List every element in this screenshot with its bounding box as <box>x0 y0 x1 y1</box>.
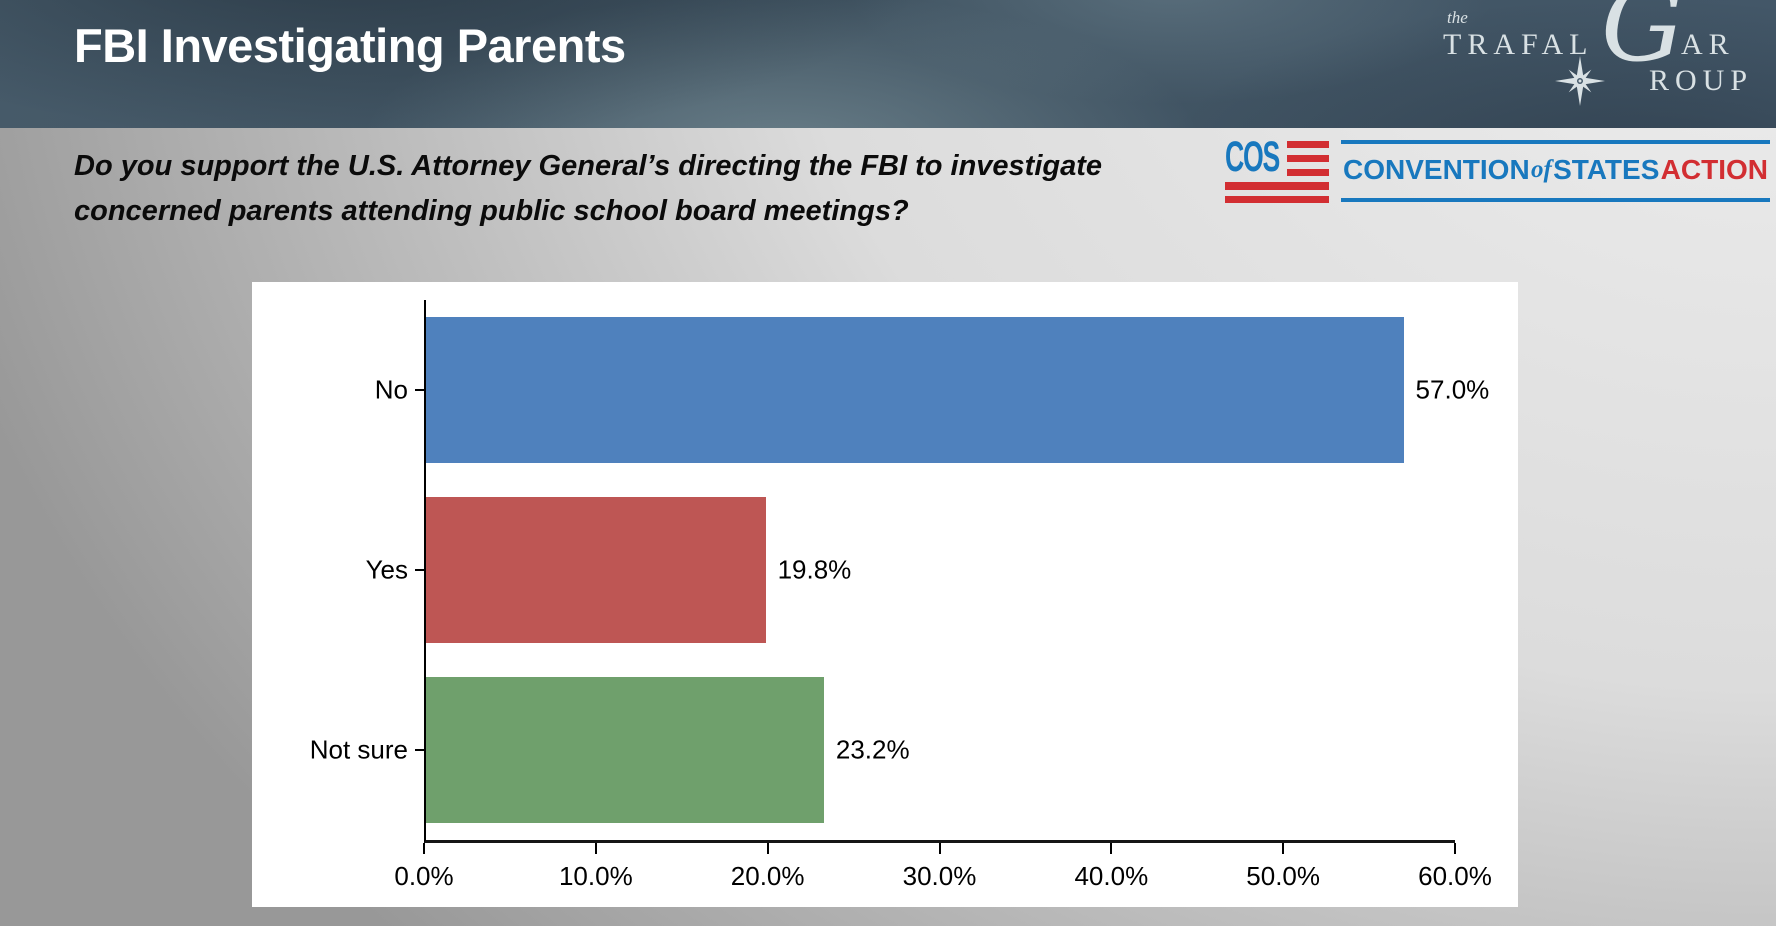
cos-word-states: STATES <box>1553 154 1660 185</box>
category-label: Not sure <box>309 734 408 765</box>
x-tick-label: 10.0% <box>558 861 633 891</box>
x-tick-mark <box>1110 843 1113 854</box>
flag-stripe <box>1287 169 1329 176</box>
x-tick-label: 0.0% <box>394 861 454 891</box>
x-tick-mark <box>938 843 941 854</box>
trafalgar-the: the <box>1447 8 1468 27</box>
x-tick-mark <box>1454 843 1456 854</box>
cos-action-logo: COS CONVENTION of STATES ACTION <box>1225 133 1770 204</box>
bar-no: 57.0% <box>426 317 1489 463</box>
x-tick-label: 50.0% <box>1246 861 1321 891</box>
poll-question-line2: concerned parents attending public schoo… <box>74 195 909 227</box>
x-tick-label: 30.0% <box>902 861 977 891</box>
cos-top-rule <box>1341 140 1770 144</box>
poll-question: Do you support the U.S. Attorney General… <box>74 128 1134 234</box>
trafalgar-ar: AR <box>1681 28 1735 61</box>
category-label: No <box>374 374 408 405</box>
flag-stripe <box>1225 196 1329 203</box>
plot-area: No 57.0% Yes 19.8% Not sure 23.2% <box>310 300 1489 843</box>
bar-row: Yes 19.8% <box>366 480 1455 660</box>
flag-stripe <box>1225 182 1329 190</box>
flag-stripe <box>1287 141 1329 148</box>
category-tick-mark <box>415 749 424 751</box>
x-tick-label: 60.0% <box>1418 861 1492 891</box>
x-tick-mark <box>1282 843 1285 854</box>
trafalgar-group-logo: the TRAFAL G AR ROUP <box>1443 0 1763 122</box>
value-label: 23.2% <box>835 734 910 765</box>
cos-word-action: ACTION <box>1660 154 1768 185</box>
category-label: Yes <box>365 554 408 585</box>
poll-question-line1: Do you support the U.S. Attorney General… <box>74 150 1103 182</box>
x-tick-label: 40.0% <box>1074 861 1149 891</box>
header-band: FBI Investigating Parents the TRAFAL G A… <box>0 0 1776 128</box>
cos-acronym: COS <box>1225 133 1280 181</box>
value-label: 19.8% <box>777 554 852 585</box>
x-tick-mark <box>594 843 597 854</box>
bar-row: Not sure 23.2% <box>310 660 1455 840</box>
bar-not-sure: 23.2% <box>426 677 910 823</box>
trafalgar-script-g: G <box>1601 0 1685 85</box>
cos-word-of: of <box>1530 156 1552 183</box>
trafalgar-roup: ROUP <box>1649 64 1754 97</box>
trafalgar-trafal: TRAFAL <box>1443 28 1594 61</box>
cos-flag-icon: COS <box>1225 133 1329 203</box>
value-label: 57.0% <box>1415 374 1490 405</box>
x-tick-label: 20.0% <box>730 861 805 891</box>
x-axis: 0.0% 10.0% 20.0% 30.0% 40.0% 50.0% 60.0% <box>394 843 1492 893</box>
category-tick-mark <box>415 569 424 571</box>
bar-yes: 19.8% <box>426 497 851 643</box>
page-title: FBI Investigating Parents <box>74 19 626 72</box>
flag-stripe <box>1287 155 1329 162</box>
cos-wordmark: CONVENTION of STATES ACTION <box>1341 140 1770 200</box>
compass-rose-icon <box>1555 56 1605 106</box>
cos-word-convention: CONVENTION <box>1343 154 1530 185</box>
x-tick-mark <box>766 843 769 854</box>
chart-panel: No 57.0% Yes 19.8% Not sure 23.2% 0.0% 10.0% 20… <box>252 282 1518 907</box>
x-tick-mark <box>423 843 425 854</box>
cos-bottom-rule <box>1341 198 1770 202</box>
category-tick-mark <box>415 389 424 391</box>
bar-row: No 57.0% <box>375 300 1489 480</box>
